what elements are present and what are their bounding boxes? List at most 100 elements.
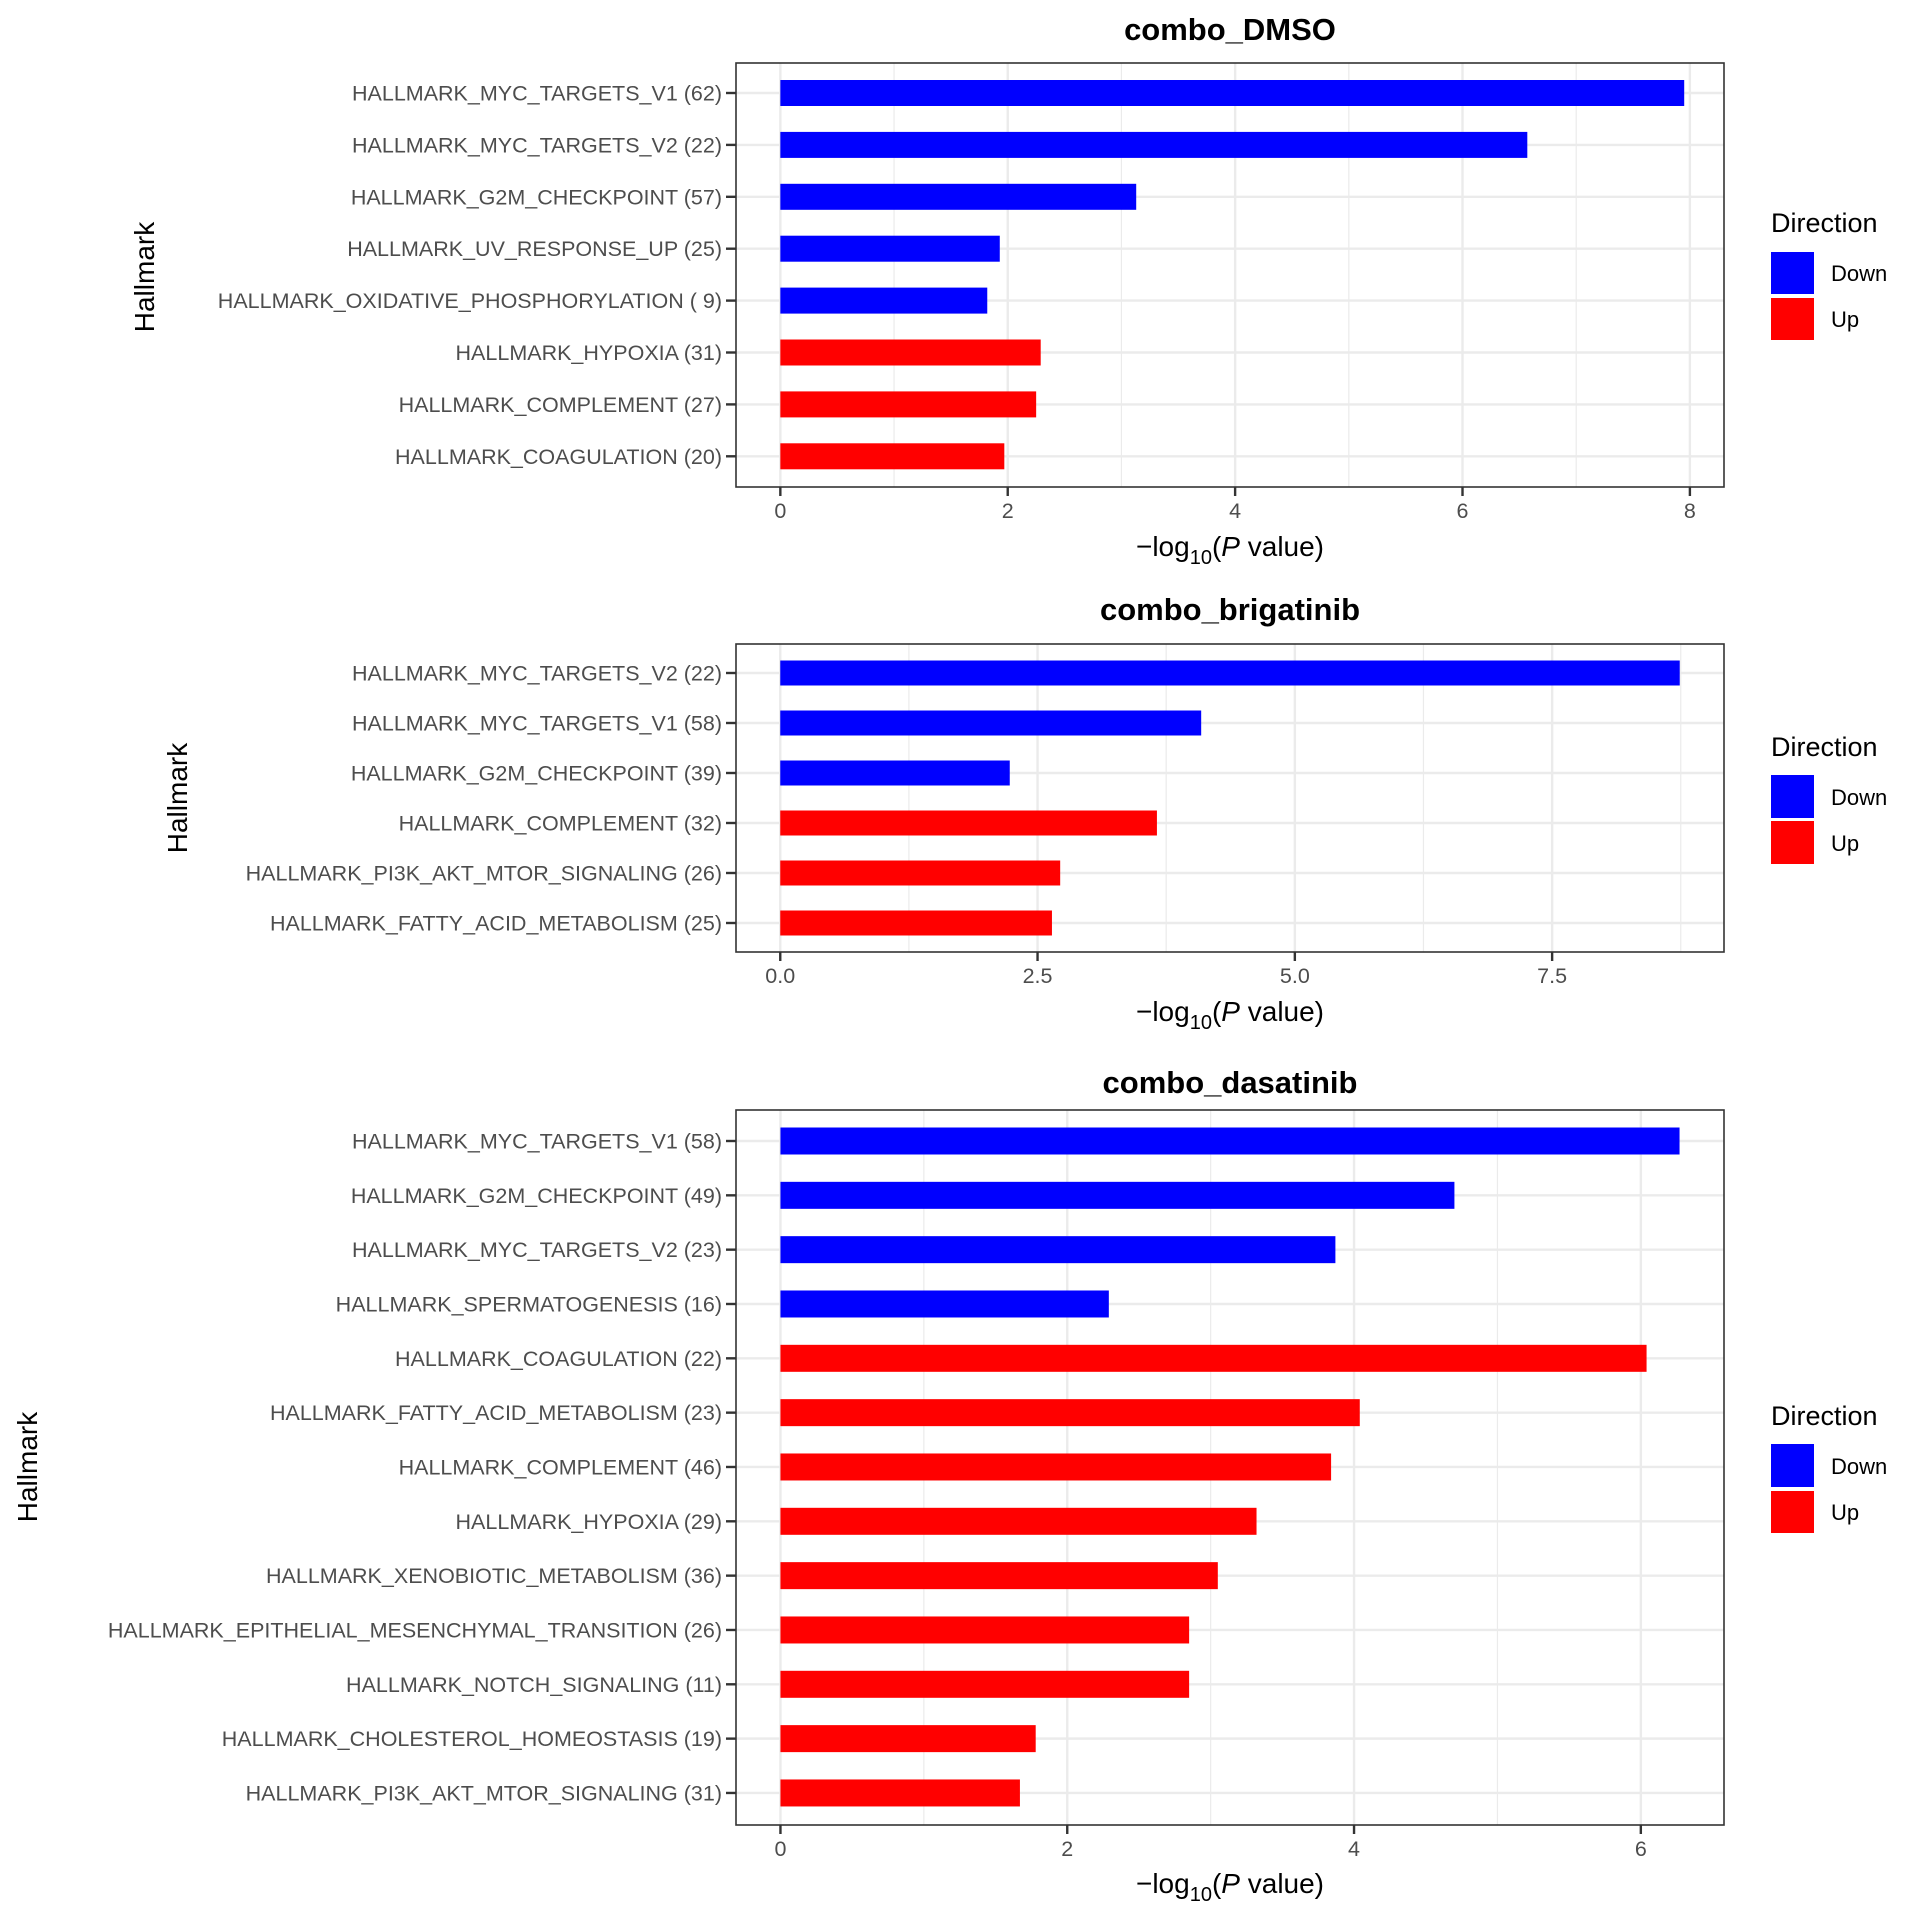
- row-label: HALLMARK_COMPLEMENT (27): [399, 393, 722, 417]
- bar-up: [780, 1399, 1360, 1427]
- bar-down: [780, 1290, 1109, 1318]
- row-label: HALLMARK_PI3K_AKT_MTOR_SIGNALING (26): [246, 862, 722, 886]
- x-tick-label: 5.0: [1280, 964, 1310, 988]
- legend-title: Direction: [1771, 732, 1878, 762]
- x-axis-title-italic: P: [1221, 531, 1240, 562]
- bar-down: [780, 1236, 1336, 1264]
- x-axis-title-open: (: [1212, 531, 1222, 562]
- bar-up: [780, 391, 1037, 418]
- row-label: HALLMARK_G2M_CHECKPOINT (39): [351, 762, 722, 786]
- panel-combo-brigatinib: combo_brigatinib HALLMARK_MYC_TARGETS_V2…: [162, 592, 1887, 1034]
- legend-label-up: Up: [1831, 831, 1859, 856]
- row-label: HALLMARK_EPITHELIAL_MESENCHYMAL_TRANSITI…: [108, 1618, 722, 1642]
- panel-title: combo_brigatinib: [1100, 592, 1360, 627]
- x-axis-title-subscript: 10: [1190, 547, 1212, 569]
- row-label: HALLMARK_OXIDATIVE_PHOSPHORYLATION ( 9): [218, 289, 722, 313]
- row-label: HALLMARK_G2M_CHECKPOINT (57): [351, 185, 722, 209]
- row-label: HALLMARK_PI3K_AKT_MTOR_SIGNALING (31): [246, 1781, 722, 1805]
- x-axis-title: −log10(P value): [1136, 531, 1324, 569]
- legend-title: Direction: [1771, 208, 1878, 238]
- panel-title: combo_dasatinib: [1103, 1065, 1358, 1100]
- x-axis-title-suffix: value): [1240, 1868, 1324, 1899]
- panel-combo-dasatinib: combo_dasatinib HALLMARK_MYC_TARGETS_V1 …: [12, 1065, 1887, 1906]
- bar-up: [780, 910, 1052, 936]
- x-tick-label: 4: [1229, 499, 1241, 523]
- x-tick-label: 0: [774, 1837, 786, 1861]
- panel-combo-dmso: combo_DMSO HALLMARK_MYC_TARGETS_V1 (62) H…: [129, 12, 1887, 569]
- x-axis-title-open: (: [1212, 1868, 1222, 1899]
- legend-swatch-up: [1771, 298, 1814, 340]
- legend-label-down: Down: [1831, 261, 1887, 286]
- x-axis-title: −log10(P value): [1136, 996, 1324, 1034]
- row-label: HALLMARK_MYC_TARGETS_V2 (22): [352, 662, 722, 686]
- bar-up: [780, 1453, 1332, 1481]
- bar-up: [780, 443, 1005, 470]
- row-label: HALLMARK_COMPLEMENT (32): [399, 812, 722, 836]
- bar-down: [780, 131, 1528, 158]
- bar-up: [780, 339, 1041, 366]
- bar-down: [780, 710, 1202, 736]
- legend-label-up: Up: [1831, 307, 1859, 332]
- x-axis-title-prefix: −log: [1136, 996, 1190, 1027]
- y-axis-title: Hallmark: [12, 1411, 43, 1522]
- row-label: HALLMARK_SPERMATOGENESIS (16): [336, 1292, 722, 1316]
- legend: Direction Down Up: [1771, 732, 1887, 864]
- bar-down: [780, 287, 988, 314]
- bar-down: [780, 183, 1137, 210]
- y-axis-title: Hallmark: [162, 742, 193, 853]
- panel-background: [736, 644, 1724, 952]
- legend-swatch-down: [1771, 775, 1814, 818]
- x-tick-label: 4: [1348, 1837, 1360, 1861]
- legend: Direction Down Up: [1771, 1401, 1887, 1533]
- bar-down: [780, 1181, 1455, 1209]
- x-tick-label: 7.5: [1537, 964, 1567, 988]
- legend-swatch-down: [1771, 1444, 1814, 1487]
- legend-swatch-down: [1771, 252, 1814, 294]
- x-axis-title-subscript: 10: [1190, 1884, 1212, 1906]
- x-axis-title-italic: P: [1221, 1868, 1240, 1899]
- row-label: HALLMARK_FATTY_ACID_METABOLISM (25): [270, 912, 722, 936]
- row-label: HALLMARK_XENOBIOTIC_METABOLISM (36): [266, 1564, 722, 1588]
- row-label: HALLMARK_MYC_TARGETS_V2 (23): [352, 1238, 722, 1262]
- bar-down: [780, 660, 1680, 686]
- row-label: HALLMARK_MYC_TARGETS_V2 (22): [352, 133, 722, 157]
- row-label: HALLMARK_COMPLEMENT (46): [399, 1455, 722, 1479]
- bar-up: [780, 1562, 1218, 1590]
- x-axis-title-open: (: [1212, 996, 1222, 1027]
- row-label: HALLMARK_HYPOXIA (29): [456, 1510, 722, 1534]
- y-axis-title: Hallmark: [129, 221, 160, 332]
- bar-up: [780, 1507, 1257, 1535]
- x-tick-label: 0.0: [765, 964, 795, 988]
- bar-up: [780, 860, 1061, 886]
- row-label: HALLMARK_COAGULATION (20): [395, 445, 722, 469]
- x-tick-label: 0: [774, 499, 786, 523]
- bar-down: [780, 1127, 1680, 1155]
- x-tick-label: 6: [1457, 499, 1469, 523]
- row-label: HALLMARK_CHOLESTEROL_HOMEOSTASIS (19): [222, 1727, 722, 1751]
- x-tick-label: 2: [1002, 499, 1014, 523]
- legend-swatch-up: [1771, 1491, 1814, 1533]
- x-axis-title-italic: P: [1221, 996, 1240, 1027]
- bar-down: [780, 235, 1000, 262]
- bar-up: [780, 1344, 1647, 1372]
- row-label: HALLMARK_NOTCH_SIGNALING (11): [346, 1673, 722, 1697]
- row-label: HALLMARK_G2M_CHECKPOINT (49): [351, 1184, 722, 1208]
- bar-up: [780, 1670, 1190, 1698]
- x-tick-label: 8: [1684, 499, 1696, 523]
- x-axis-title-subscript: 10: [1190, 1012, 1212, 1034]
- panel-border: [735, 62, 1725, 488]
- bar-up: [780, 1616, 1190, 1644]
- x-axis-title-prefix: −log: [1136, 1868, 1190, 1899]
- bar-up: [780, 810, 1157, 836]
- row-label: HALLMARK_MYC_TARGETS_V1 (58): [352, 712, 722, 736]
- row-label: HALLMARK_MYC_TARGETS_V1 (58): [352, 1130, 722, 1154]
- bar-down: [780, 80, 1685, 106]
- legend: Direction Down Up: [1771, 208, 1887, 340]
- panel-border: [735, 643, 1725, 953]
- bar-down: [780, 760, 1010, 786]
- row-label: HALLMARK_HYPOXIA (31): [456, 341, 722, 365]
- x-tick-label: 6: [1635, 1837, 1647, 1861]
- bar-up: [780, 1779, 1020, 1807]
- row-label: HALLMARK_COAGULATION (22): [395, 1347, 722, 1371]
